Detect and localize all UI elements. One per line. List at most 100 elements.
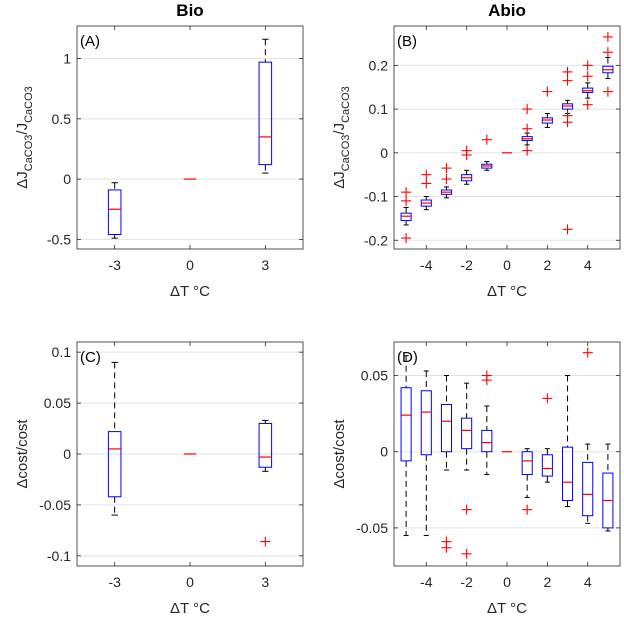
box-body [107, 431, 122, 498]
box-3 [561, 66, 574, 235]
box--3 [440, 375, 453, 553]
x-tick-label: 0 [503, 574, 511, 590]
box--4 [420, 370, 432, 537]
y-label-part: /J [14, 123, 31, 135]
axes-frame [393, 341, 621, 567]
x-axis-label: ΔT °C [170, 600, 210, 617]
x-tick-label: 2 [543, 257, 551, 273]
x-axis-label: ΔT °C [487, 600, 527, 617]
y-tick-label: 0.1 [369, 101, 389, 117]
y-tick-label: -0.1 [364, 189, 388, 205]
y-label-part: Δcost/cost [14, 419, 31, 489]
outlier-marker [441, 542, 452, 553]
box-2 [541, 393, 553, 483]
panel-label: (C) [80, 349, 101, 366]
outlier-marker [461, 145, 472, 156]
box--4 [420, 169, 432, 211]
y-tick-label: 0 [63, 171, 71, 187]
outlier-marker [401, 187, 412, 198]
box-4 [582, 60, 594, 110]
outlier-marker [522, 123, 533, 134]
box--5 [400, 355, 412, 537]
x-tick-label: 4 [584, 257, 592, 273]
plot-area [394, 26, 620, 249]
y-tick-label: -0.1 [47, 548, 71, 564]
box-5 [602, 443, 614, 532]
column-title: Abio [488, 1, 526, 20]
outlier-marker [562, 224, 573, 235]
box--3 [440, 163, 453, 199]
axes-frame [76, 341, 304, 567]
box-1 [521, 104, 533, 156]
y-tick-label: 1 [63, 51, 71, 67]
box-2 [541, 86, 553, 128]
x-tick-label: -4 [420, 257, 433, 273]
outlier-marker [602, 47, 613, 58]
panel-d: -0.05 0 0.05 -4 -2 0 2 4 (D) ΔT °C Δcost/cost [331, 341, 621, 617]
y-tick-label: -0.05 [39, 497, 71, 513]
outlier-marker [582, 71, 593, 82]
y-label-part: CaCO3 [23, 86, 35, 123]
y-tick-label: -0.05 [356, 520, 388, 536]
outlier-marker [260, 536, 271, 547]
y-label-part: ΔJ [14, 171, 31, 189]
x-tick-label: 0 [503, 257, 511, 273]
y-label-part: ΔJ [331, 171, 348, 189]
y-axis-label: ΔJCaCO3/JCaCO3 [331, 86, 352, 189]
x-tick-label: -3 [108, 574, 121, 590]
box-body [400, 387, 412, 462]
box--2 [461, 382, 473, 559]
x-tick-label: 3 [261, 574, 269, 590]
box-3 [258, 419, 273, 547]
outlier-marker [401, 233, 412, 244]
y-tick-label: -0.2 [364, 232, 388, 248]
box-body [400, 212, 412, 222]
outlier-marker [441, 174, 452, 185]
outlier-marker [522, 104, 533, 115]
y-tick-label: 0.1 [52, 344, 72, 360]
axes-frame [393, 25, 621, 250]
panel-label: (A) [80, 33, 100, 50]
outlier-marker [562, 66, 573, 77]
box-body [420, 390, 432, 456]
outlier-marker [582, 347, 593, 358]
panel-label: (B) [397, 33, 417, 50]
outlier-marker [602, 31, 613, 42]
box-body [521, 451, 533, 476]
outlier-marker [522, 504, 533, 515]
panel-label: (D) [397, 349, 418, 366]
box-body [258, 61, 273, 166]
outlier-marker [481, 370, 492, 381]
y-tick-label: -0.5 [47, 231, 71, 247]
x-tick-label: 0 [186, 574, 194, 590]
outlier-marker [542, 86, 553, 97]
y-tick-label: 0.05 [44, 395, 71, 411]
y-tick-label: 0.5 [52, 111, 72, 127]
outlier-marker [481, 134, 492, 145]
x-tick-label: -2 [460, 257, 473, 273]
y-label-part: CaCO3 [23, 135, 35, 172]
box--1 [481, 370, 493, 476]
x-tick-label: -4 [420, 574, 433, 590]
outlier-marker [582, 60, 593, 71]
box-body [461, 417, 473, 450]
y-tick-label: 0 [380, 444, 388, 460]
outlier-marker [562, 75, 573, 86]
y-label-part: Δcost/cost [331, 419, 348, 489]
box--3 [107, 182, 122, 239]
y-label-part: CaCO3 [340, 86, 352, 123]
y-tick-label: 0.2 [369, 57, 389, 73]
y-label-part: /J [331, 123, 348, 135]
box-1 [521, 448, 533, 515]
outlier-marker [582, 99, 593, 110]
outlier-marker [461, 548, 472, 559]
outlier-marker [441, 163, 452, 174]
outlier-marker [421, 178, 432, 189]
box-body [541, 454, 553, 477]
box--1 [481, 134, 493, 171]
outlier-marker [562, 110, 573, 121]
plot-area [77, 26, 303, 249]
outlier-marker [602, 86, 613, 97]
